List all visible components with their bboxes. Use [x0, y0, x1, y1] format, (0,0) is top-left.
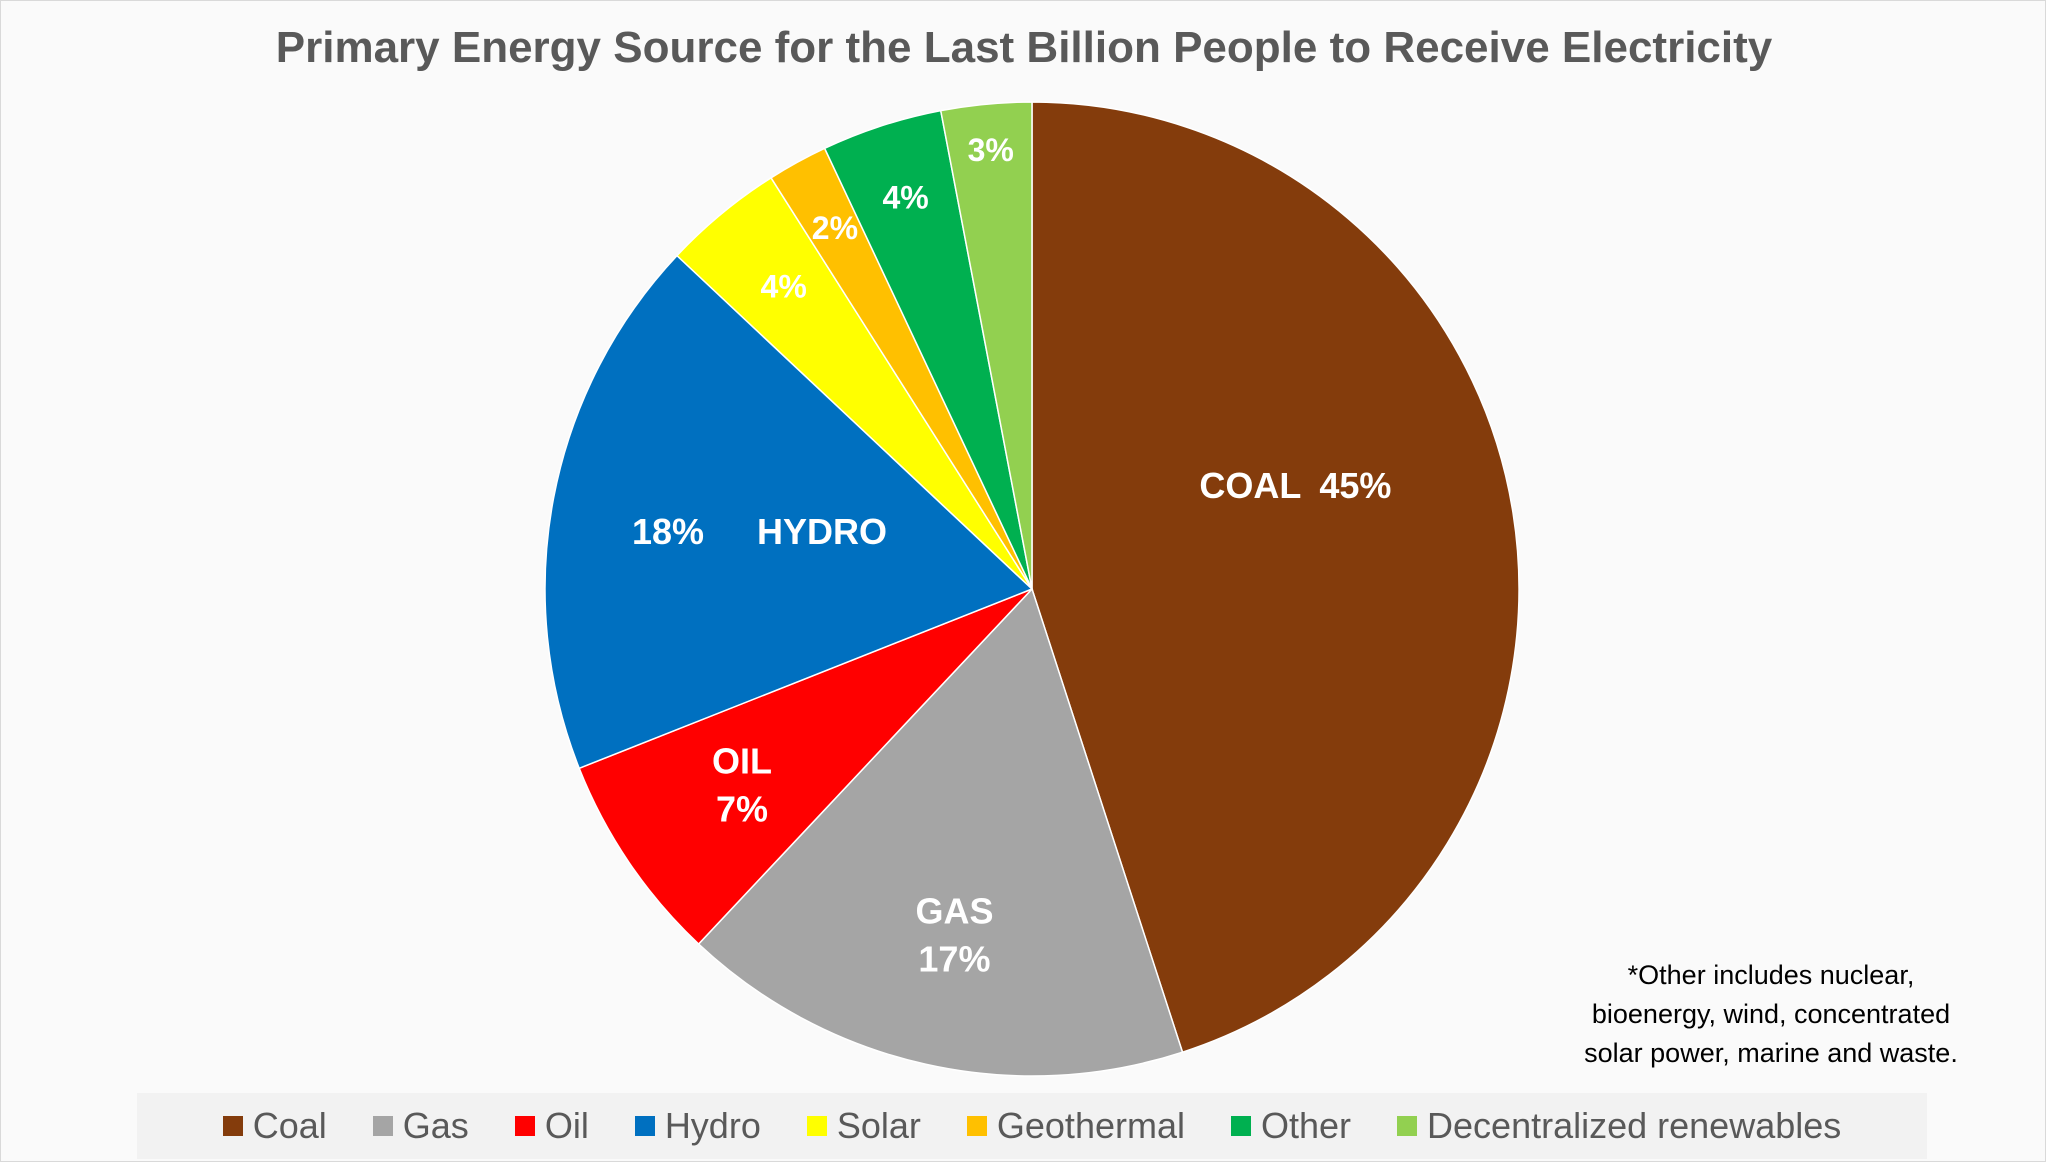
- legend-swatch: [634, 1116, 655, 1136]
- legend-item-other: Other: [1230, 1105, 1352, 1147]
- legend-item-decentralized-renewables: Decentralized renewables: [1397, 1105, 1841, 1147]
- slice-label-oil: OIL: [712, 741, 772, 782]
- footnote-line: bioenergy, wind, concentrated: [1591, 999, 1951, 1029]
- legend-label: Solar: [836, 1105, 921, 1146]
- pie-slice-oil: [578, 588, 1033, 946]
- legend-swatch: [966, 1116, 987, 1136]
- legend-swatch: [1230, 1116, 1251, 1136]
- slice-label-gas: GAS: [915, 890, 993, 931]
- legend-item-coal: Coal: [222, 1105, 327, 1147]
- slice-label-hydro: 18%: [632, 511, 704, 552]
- legend-label: Oil: [544, 1105, 589, 1146]
- legend-label: Other: [1260, 1105, 1352, 1146]
- footnote: *Other includes nuclear, bioenergy, wind…: [1546, 956, 1996, 1073]
- pie-slice-hydro: [544, 254, 1034, 770]
- legend-label: Geothermal: [996, 1105, 1185, 1146]
- legend-swatch: [514, 1116, 535, 1136]
- legend-swatch: [222, 1116, 243, 1136]
- legend-item-geothermal: Geothermal: [966, 1105, 1185, 1147]
- legend-label: Hydro: [664, 1105, 761, 1146]
- legend-label: Coal: [252, 1105, 327, 1146]
- slice-label-gas: 17%: [918, 938, 990, 979]
- slice-label-geothermal: 2%: [812, 210, 858, 246]
- pie-slice-coal: [1031, 101, 1520, 1054]
- legend-swatch: [806, 1116, 827, 1136]
- legend: Coal Gas Oil Hydro Solar Geothermal Other Decen…: [137, 1093, 1927, 1159]
- footnote-line: solar power, marine and waste.: [1584, 1038, 1958, 1068]
- slice-label-coal: COAL: [1199, 465, 1301, 506]
- legend-swatch: [372, 1116, 393, 1136]
- slice-label-hydro: HYDRO: [757, 511, 887, 552]
- slice-label-oil: 7%: [716, 789, 768, 830]
- legend-label: Gas: [402, 1105, 469, 1146]
- slice-label-coal: 45%: [1319, 465, 1391, 506]
- legend-item-hydro: Hydro: [634, 1105, 761, 1147]
- footnote-line: *Other includes nuclear,: [1627, 960, 1915, 990]
- legend-item-gas: Gas: [372, 1105, 469, 1147]
- legend-label: Decentralized renewables: [1427, 1105, 1842, 1146]
- legend-item-oil: Oil: [514, 1105, 589, 1147]
- slice-label-other: 4%: [882, 179, 928, 215]
- pie-slice-gas: [697, 587, 1184, 1077]
- legend-swatch: [1397, 1116, 1418, 1136]
- chart-title: Primary Energy Source for the Last Billi…: [275, 23, 1773, 72]
- slice-label-decentralized-renewables: 3%: [968, 132, 1014, 168]
- pie-slice-decentralized-renewables: [939, 101, 1033, 590]
- legend-item-solar: Solar: [806, 1105, 921, 1147]
- slice-label-solar: 4%: [761, 268, 807, 304]
